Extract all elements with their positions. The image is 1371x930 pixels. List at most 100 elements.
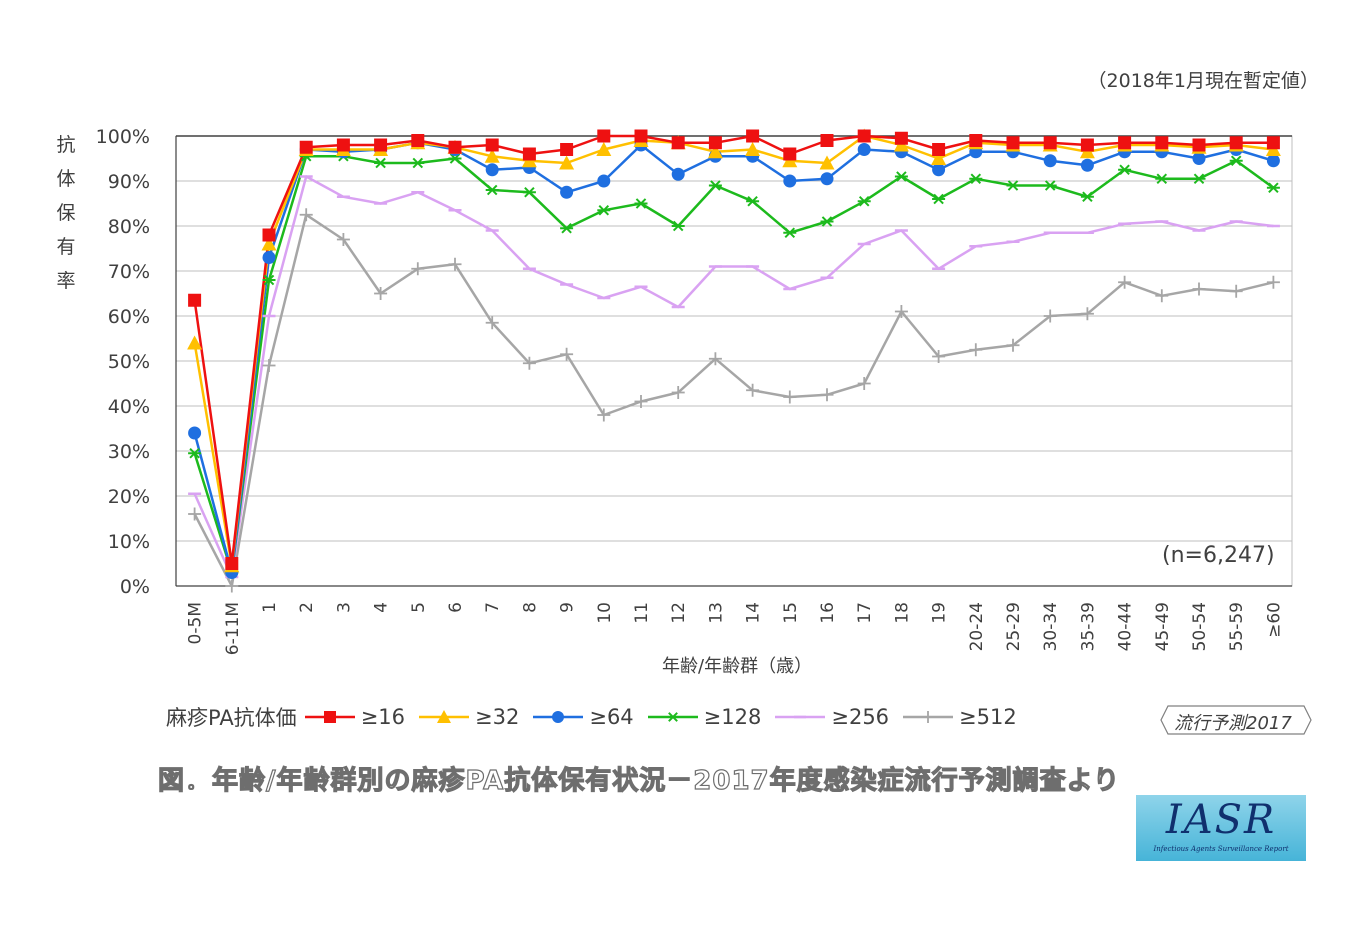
data-point-marker xyxy=(1006,338,1020,352)
data-point-marker xyxy=(634,129,648,143)
y-axis-label-char: 体 xyxy=(56,168,76,190)
x-tick-label: 9 xyxy=(558,602,578,613)
y-axis-ticks: 0% 10% 20% 30% 40% 50% 60% 70% 80% 90% 100% xyxy=(96,126,150,598)
x-tick-label: 15 xyxy=(781,602,801,624)
data-point-marker xyxy=(262,251,276,264)
marker-stroke xyxy=(933,193,944,205)
data-point-marker xyxy=(1192,138,1206,152)
data-point-marker xyxy=(560,347,574,361)
data-point-marker xyxy=(1043,180,1057,191)
marker-stroke xyxy=(858,195,870,207)
legend-items: ≥16 ≥32 ≥64 ≥128 ≥256 ≥512 xyxy=(303,705,1029,729)
y-tick-label: 70% xyxy=(108,261,150,283)
data-point-marker xyxy=(485,316,499,330)
data-point-marker xyxy=(299,140,313,154)
data-point-marker xyxy=(261,236,277,251)
data-point-marker xyxy=(932,350,946,363)
data-point-marker xyxy=(560,143,574,156)
data-point-marker xyxy=(1043,136,1057,150)
data-point-marker xyxy=(820,216,834,227)
data-point-marker xyxy=(820,134,834,147)
data-point-marker xyxy=(484,148,500,163)
data-point-marker xyxy=(597,174,611,188)
data-point-marker xyxy=(932,143,946,156)
x-tick-label: 30-34 xyxy=(1041,602,1061,651)
legend-swatch xyxy=(533,711,584,723)
data-point-marker xyxy=(323,711,336,723)
marker-stroke xyxy=(667,712,678,722)
data-point-marker xyxy=(857,377,871,390)
data-point-marker xyxy=(448,257,462,271)
x-tick-label: 7 xyxy=(483,602,503,613)
data-point-marker xyxy=(262,359,276,372)
marker-stroke xyxy=(747,195,758,207)
data-point-marker xyxy=(1266,182,1280,194)
y-tick-label: 0% xyxy=(120,576,150,598)
x-tick-label: 20-24 xyxy=(967,602,987,651)
data-point-marker xyxy=(1118,164,1132,176)
data-point-marker xyxy=(894,131,908,145)
marker-stroke xyxy=(189,447,200,459)
legend-title: 麻疹PA抗体価 xyxy=(166,706,297,730)
data-point-marker xyxy=(932,163,946,177)
x-tick-label: 10 xyxy=(595,602,615,624)
data-point-marker xyxy=(262,228,276,242)
y-tick-label: 30% xyxy=(108,441,150,463)
data-point-marker xyxy=(783,147,797,161)
data-point-marker xyxy=(783,227,797,239)
data-point-marker xyxy=(187,335,203,350)
data-point-marker xyxy=(820,388,834,402)
data-point-marker xyxy=(597,408,611,422)
legend-item: ≥64 xyxy=(531,705,634,729)
x-tick-label: 25-29 xyxy=(1004,602,1024,651)
data-point-marker xyxy=(671,386,685,399)
data-point-marker xyxy=(1155,173,1169,185)
marker-stroke xyxy=(821,216,833,227)
data-point-marker xyxy=(552,711,565,723)
x-tick-label: 0-5M xyxy=(186,602,206,644)
legend-label: ≥16 xyxy=(360,705,406,729)
data-point-marker xyxy=(560,222,574,234)
legend-label: ≥128 xyxy=(703,705,762,729)
data-point-marker xyxy=(1229,284,1243,298)
data-point-marker xyxy=(374,287,388,300)
data-point-marker xyxy=(596,142,612,156)
marker-stroke xyxy=(412,157,424,169)
data-point-marker xyxy=(522,356,536,370)
data-point-marker xyxy=(1080,138,1094,152)
x-tick-label: 55-59 xyxy=(1227,602,1247,651)
figure-caption: 図．年齢/年齢群別の麻疹PA抗体保有状況－2017年度感染症流行予測調査より xyxy=(157,765,1121,796)
data-point-marker xyxy=(1155,136,1169,150)
iasr-logo: IASR Infectious Agents Surveillance Repo… xyxy=(1136,795,1306,861)
x-tick-label: 18 xyxy=(892,602,912,624)
data-point-marker xyxy=(411,134,425,147)
y-tick-label: 100% xyxy=(96,126,150,148)
x-tick-label: 16 xyxy=(818,602,838,624)
data-point-marker xyxy=(666,712,679,722)
data-point-marker xyxy=(485,138,499,152)
data-point-marker xyxy=(485,163,499,177)
x-tick-label: 19 xyxy=(930,602,950,624)
y-axis-label-char: 有 xyxy=(56,236,76,258)
y-axis-label-char: 保 xyxy=(56,202,76,224)
x-tick-label: 11 xyxy=(632,602,652,624)
data-point-marker xyxy=(597,204,611,216)
data-point-marker xyxy=(745,142,761,156)
data-point-marker xyxy=(819,155,835,170)
data-point-marker xyxy=(894,171,908,182)
x-tick-label: 4 xyxy=(372,602,392,613)
data-point-marker xyxy=(922,711,935,723)
data-point-marker xyxy=(1229,155,1243,167)
legend-swatch xyxy=(903,711,954,723)
data-point-marker xyxy=(374,157,388,169)
marker-stroke xyxy=(375,157,386,169)
grid-lines xyxy=(175,135,1293,587)
marker-stroke xyxy=(561,222,572,234)
data-point-marker xyxy=(1192,282,1206,296)
data-point-marker xyxy=(1192,173,1206,185)
x-tick-label: 12 xyxy=(669,602,689,624)
data-point-marker xyxy=(746,195,760,207)
data-point-marker xyxy=(1080,307,1094,321)
x-tick-label: 8 xyxy=(520,602,540,613)
data-point-marker xyxy=(783,174,797,188)
